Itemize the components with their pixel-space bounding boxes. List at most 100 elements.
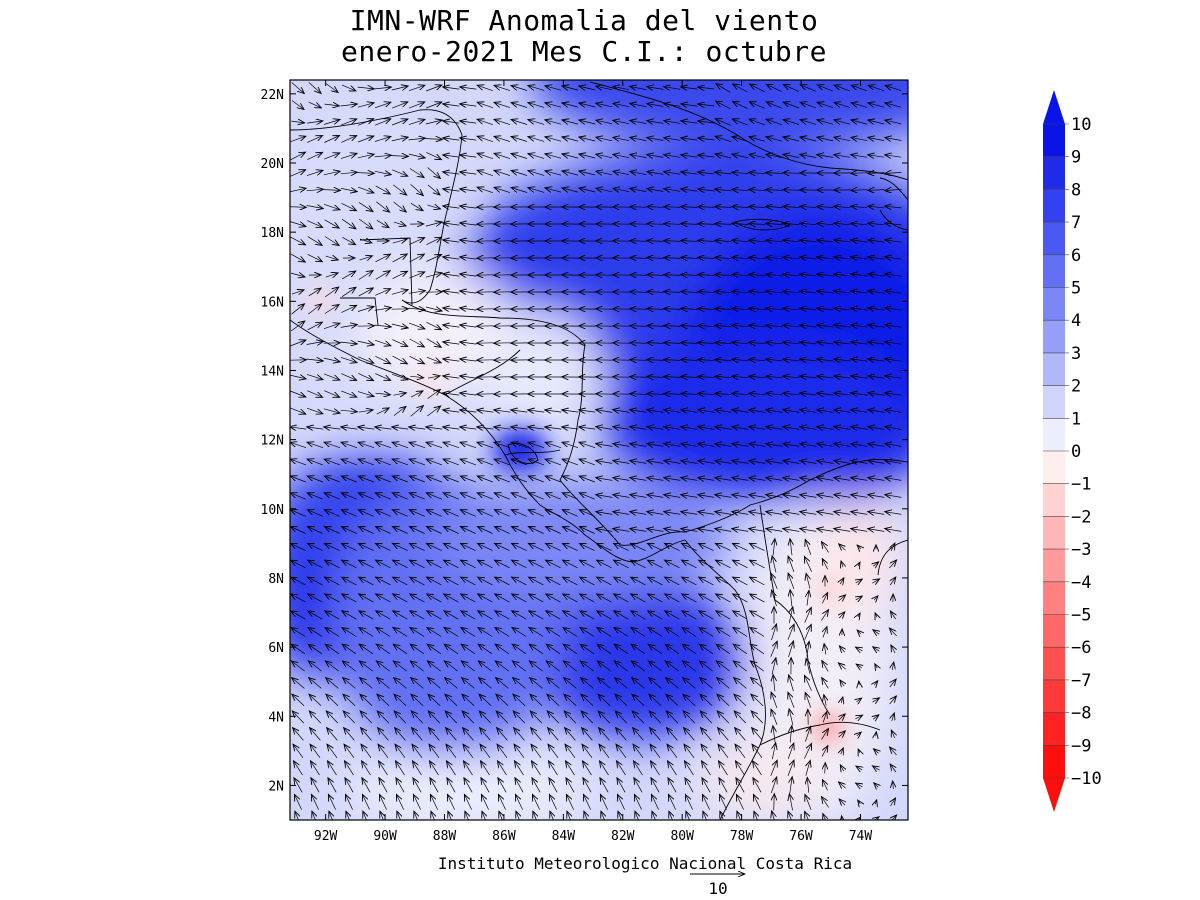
wind-vector xyxy=(528,410,545,412)
wind-vector xyxy=(562,493,578,500)
wind-vector xyxy=(885,257,902,259)
wind-vector xyxy=(290,340,306,347)
wind-vector xyxy=(443,442,460,449)
colorbar-label: −9 xyxy=(1071,736,1091,756)
wind-vector xyxy=(630,478,647,481)
wind-vector xyxy=(357,173,375,174)
wind-vector xyxy=(393,406,406,416)
wind-vector xyxy=(528,493,544,500)
wind-vector xyxy=(749,240,766,241)
wind-vector xyxy=(409,442,426,449)
wind-vector xyxy=(290,273,305,277)
wind-vector xyxy=(732,172,749,173)
wind-vector xyxy=(325,83,338,93)
wind-vector xyxy=(851,274,868,276)
wind-vector xyxy=(647,121,664,124)
wind-vector xyxy=(460,291,477,293)
wind-vector xyxy=(340,357,357,362)
wind-vector xyxy=(374,87,392,89)
wind-vector xyxy=(681,478,698,481)
wind-vector xyxy=(851,393,868,395)
wind-vector xyxy=(817,342,834,344)
wind-vector xyxy=(341,459,358,466)
lat-tick-label: 16N xyxy=(261,295,284,310)
wind-vector xyxy=(800,376,817,378)
wind-vector xyxy=(664,309,681,310)
wind-vector xyxy=(528,442,545,449)
wind-vector xyxy=(664,377,681,378)
wind-vector xyxy=(664,241,681,242)
wind-vector xyxy=(630,495,647,498)
wind-vector xyxy=(630,512,647,515)
wind-vector xyxy=(391,137,408,141)
wind-vector xyxy=(749,102,765,109)
wind-vector xyxy=(664,326,681,327)
wind-vector xyxy=(393,201,407,212)
wind-vector xyxy=(358,410,373,412)
wind-vector xyxy=(307,152,322,160)
wind-vector xyxy=(528,459,545,466)
map-title-line2: enero-2021 Mes C.I.: octubre xyxy=(340,35,827,68)
wind-vector xyxy=(800,359,817,361)
wind-vector xyxy=(749,274,766,275)
wind-vector xyxy=(851,223,868,225)
wind-vector xyxy=(324,442,341,449)
wind-vector xyxy=(698,326,715,327)
wind-vector xyxy=(766,137,783,142)
wind-vector xyxy=(340,172,358,174)
wind-vector xyxy=(358,493,374,500)
border-2 xyxy=(340,297,379,326)
wind-vector xyxy=(511,410,528,412)
wind-vector xyxy=(698,104,715,106)
wind-vector xyxy=(613,120,630,123)
wind-vector xyxy=(885,308,902,310)
wind-vector xyxy=(732,119,748,126)
colorbar-label: −7 xyxy=(1071,671,1091,691)
wind-vector xyxy=(851,173,868,174)
wind-vector xyxy=(868,173,885,174)
wind-vector xyxy=(698,377,715,378)
wind-vector xyxy=(783,325,800,327)
wind-vector xyxy=(698,410,715,413)
wind-vector xyxy=(783,512,800,515)
wind-vector xyxy=(834,308,851,310)
wind-vector xyxy=(647,104,664,107)
wind-vector xyxy=(409,476,425,483)
wind-vector xyxy=(391,156,409,157)
colorbar-label: −1 xyxy=(1071,475,1091,495)
wind-vector xyxy=(477,187,494,194)
wind-vector xyxy=(460,206,477,208)
wind-vector xyxy=(358,119,373,126)
lon-tick-label: 82W xyxy=(611,829,635,844)
wind-vector xyxy=(460,476,476,483)
wind-vector xyxy=(783,257,800,259)
wind-vector xyxy=(732,189,749,190)
wind-vector xyxy=(477,119,494,126)
wind-vector xyxy=(545,137,562,142)
colorbar-swatch xyxy=(1043,647,1065,681)
wind-vector xyxy=(885,376,902,378)
wind-vector xyxy=(358,202,373,211)
wind-vector xyxy=(375,373,390,381)
wind-vector xyxy=(732,240,749,241)
wind-vector xyxy=(613,86,630,89)
wind-vector xyxy=(545,188,562,193)
wind-vector xyxy=(851,512,868,515)
wind-vector xyxy=(596,103,613,107)
wind-vector xyxy=(511,188,528,193)
wind-vector xyxy=(834,410,851,413)
wind-vector xyxy=(647,394,664,395)
colorbar-swatch xyxy=(1043,287,1065,321)
wind-vector xyxy=(425,273,442,278)
wind-vector xyxy=(698,87,715,89)
wind-vector xyxy=(528,171,545,176)
wind-vector xyxy=(494,136,511,142)
wind-vector xyxy=(817,427,834,430)
wind-vector xyxy=(681,326,698,327)
wind-vector xyxy=(783,393,800,395)
wind-vector xyxy=(613,478,630,481)
wind-vector xyxy=(443,510,459,517)
colorbar-label: 1 xyxy=(1071,409,1081,429)
wind-vector xyxy=(494,442,511,449)
wind-vector xyxy=(308,304,321,315)
